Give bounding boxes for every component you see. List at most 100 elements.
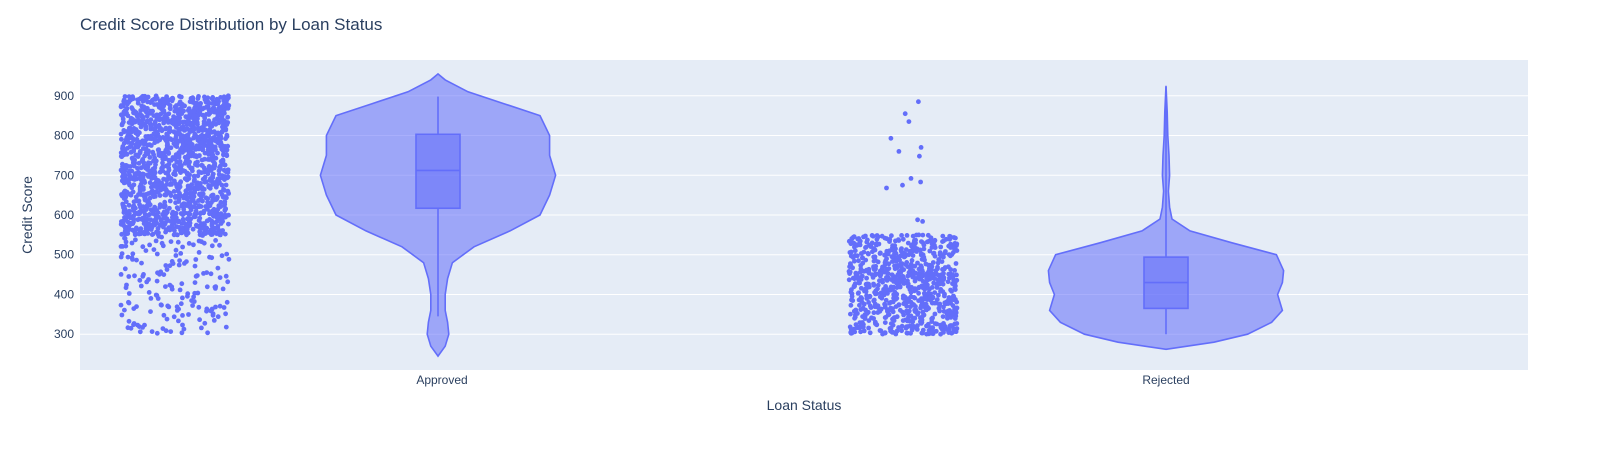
- data-point: [152, 168, 157, 173]
- data-point: [177, 101, 182, 107]
- data-point: [869, 233, 875, 238]
- data-point: [193, 208, 199, 214]
- chart-title: Credit Score Distribution by Loan Status: [80, 15, 382, 34]
- data-point: [851, 234, 857, 240]
- data-point: [196, 238, 202, 244]
- data-point: [941, 330, 946, 335]
- data-point: [161, 100, 167, 105]
- data-point: [905, 330, 910, 336]
- data-point: [950, 296, 956, 302]
- data-point: [917, 153, 922, 159]
- data-point: [926, 290, 931, 296]
- data-point: [883, 297, 889, 303]
- data-point: [206, 100, 212, 106]
- data-point: [911, 245, 917, 251]
- data-point: [170, 215, 175, 221]
- data-point: [120, 220, 126, 226]
- data-point: [150, 210, 156, 216]
- data-point: [867, 330, 873, 336]
- data-point: [919, 264, 924, 270]
- data-point: [163, 170, 169, 176]
- data-point: [892, 276, 898, 281]
- data-point: [180, 216, 186, 222]
- data-point: [143, 134, 149, 139]
- data-point: [886, 261, 892, 267]
- data-point: [134, 225, 139, 231]
- data-point: [924, 239, 930, 245]
- data-point: [906, 119, 912, 124]
- data-point: [882, 330, 888, 335]
- data-point: [210, 135, 216, 141]
- data-point: [855, 274, 861, 280]
- data-point: [170, 219, 176, 225]
- data-point: [896, 149, 902, 154]
- data-point: [224, 102, 230, 107]
- data-point: [884, 236, 890, 242]
- data-point: [161, 108, 167, 113]
- data-point: [191, 214, 197, 220]
- data-point: [882, 320, 888, 325]
- data-point: [137, 142, 142, 148]
- violin-marks: [118, 72, 1285, 358]
- data-point: [943, 301, 949, 307]
- data-point: [134, 111, 139, 117]
- data-point: [226, 221, 231, 227]
- data-point: [222, 231, 228, 237]
- data-point: [164, 316, 170, 322]
- data-point: [173, 200, 179, 206]
- data-point: [135, 100, 141, 106]
- y-axis-title: Credit Score: [19, 176, 35, 254]
- data-point: [220, 194, 226, 200]
- data-point: [205, 147, 211, 153]
- data-point: [163, 125, 169, 131]
- data-point: [898, 270, 904, 275]
- data-point: [225, 114, 231, 120]
- data-point: [131, 125, 137, 131]
- data-point: [194, 273, 200, 278]
- data-point: [148, 122, 153, 127]
- data-point: [884, 185, 889, 191]
- data-point: [932, 290, 938, 295]
- data-point: [205, 199, 211, 205]
- data-point: [185, 132, 191, 138]
- data-point: [137, 149, 143, 154]
- data-point: [905, 240, 911, 246]
- data-point: [157, 204, 163, 210]
- data-point: [163, 156, 168, 161]
- data-point: [931, 280, 937, 286]
- data-point: [214, 183, 220, 188]
- data-point: [154, 330, 160, 336]
- data-point: [921, 246, 927, 252]
- data-point: [173, 214, 179, 220]
- data-point: [861, 301, 867, 307]
- data-point: [224, 122, 230, 127]
- data-point: [122, 235, 127, 241]
- data-point: [852, 258, 857, 264]
- data-point: [921, 254, 927, 260]
- data-point: [169, 182, 174, 187]
- data-point: [120, 178, 125, 184]
- data-point: [225, 279, 231, 285]
- data-point: [902, 111, 908, 117]
- data-point: [856, 280, 862, 286]
- data-point: [161, 204, 167, 210]
- data-point: [176, 225, 182, 230]
- data-point: [159, 240, 165, 246]
- data-point: [875, 282, 881, 288]
- data-point: [911, 302, 917, 308]
- data-point: [183, 114, 189, 120]
- data-point: [875, 234, 881, 240]
- data-point: [121, 196, 127, 201]
- data-point: [130, 94, 136, 100]
- data-point: [225, 105, 231, 111]
- data-point: [128, 325, 134, 331]
- data-point: [846, 277, 852, 283]
- data-point: [215, 206, 221, 212]
- data-point: [200, 198, 205, 204]
- data-point: [191, 173, 197, 179]
- data-point: [175, 219, 181, 225]
- data-point: [180, 228, 186, 234]
- data-point: [171, 118, 177, 123]
- data-point: [173, 253, 179, 258]
- data-point: [905, 264, 911, 270]
